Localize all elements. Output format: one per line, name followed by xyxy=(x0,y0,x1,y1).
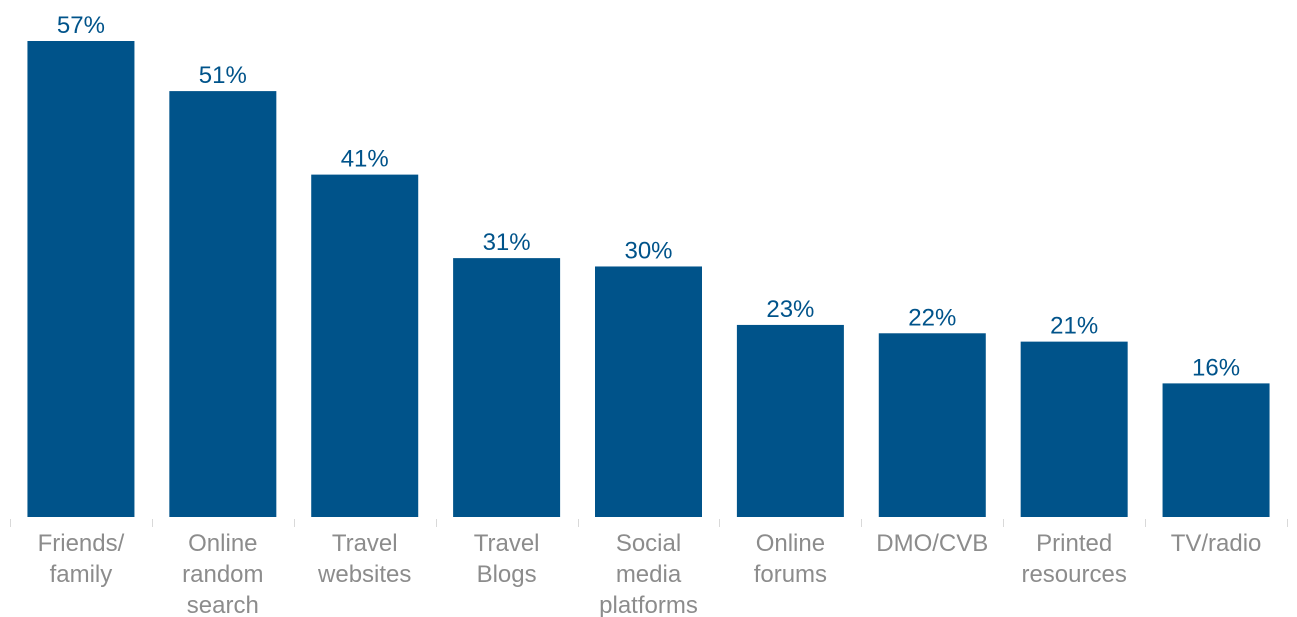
category-label-line: Social xyxy=(616,530,681,557)
category-label: Travel Blogs xyxy=(474,530,540,588)
value-labels-group: 57% 51% 41% 31% 30% 23% 22% 21% 16% xyxy=(57,12,1240,381)
data-label: 41% xyxy=(341,146,389,173)
bars-group xyxy=(27,41,1270,518)
data-label: 51% xyxy=(199,62,247,89)
category-label-line: Printed xyxy=(1036,530,1112,557)
bar xyxy=(878,333,986,517)
data-label: 21% xyxy=(1050,313,1098,340)
bar xyxy=(736,324,844,517)
category-label-line: Friends/ xyxy=(38,530,125,557)
category-label: Printed resources xyxy=(1021,530,1126,588)
data-label: 31% xyxy=(483,229,531,256)
bar xyxy=(311,174,419,518)
bar xyxy=(1162,383,1270,517)
category-label-line: forums xyxy=(754,561,827,588)
category-labels-group: Friends/family Online random search Travel we… xyxy=(38,530,1262,617)
category-label-line: search xyxy=(187,592,259,617)
axis-ticks-group xyxy=(10,519,1288,527)
bar xyxy=(1020,341,1128,517)
category-label: Online forums xyxy=(754,530,827,588)
bar xyxy=(453,258,561,517)
category-label-line: TV/radio xyxy=(1171,530,1262,557)
category-label: DMO/CVB xyxy=(876,530,988,557)
data-label: 22% xyxy=(908,304,956,331)
data-label: 30% xyxy=(624,237,672,264)
category-label-line: platforms xyxy=(599,592,698,617)
category-label: Social media platforms xyxy=(599,530,698,617)
category-label-line: Online xyxy=(188,530,257,557)
category-label: TV/radio xyxy=(1171,530,1262,557)
bar xyxy=(169,91,277,518)
category-label-line: Travel xyxy=(332,530,398,557)
category-label-line: DMO/CVB xyxy=(876,530,988,557)
bar xyxy=(595,266,702,517)
category-label-line: Online xyxy=(756,530,825,557)
category-label-line: Travel xyxy=(474,530,540,557)
category-label: Travel websites xyxy=(317,530,411,588)
category-label-line: random xyxy=(182,561,263,588)
category-label-line: websites xyxy=(317,561,411,588)
category-label-line: family xyxy=(50,561,113,588)
data-label: 16% xyxy=(1192,354,1240,381)
category-label-line: resources xyxy=(1021,561,1126,588)
data-label: 23% xyxy=(766,296,814,323)
category-label-line: Blogs xyxy=(477,561,537,588)
category-label-line: media xyxy=(616,561,682,588)
category-label: Friends/family xyxy=(38,530,125,588)
category-label: Online random search xyxy=(182,530,263,617)
bar xyxy=(27,41,135,517)
data-label: 57% xyxy=(57,12,105,39)
